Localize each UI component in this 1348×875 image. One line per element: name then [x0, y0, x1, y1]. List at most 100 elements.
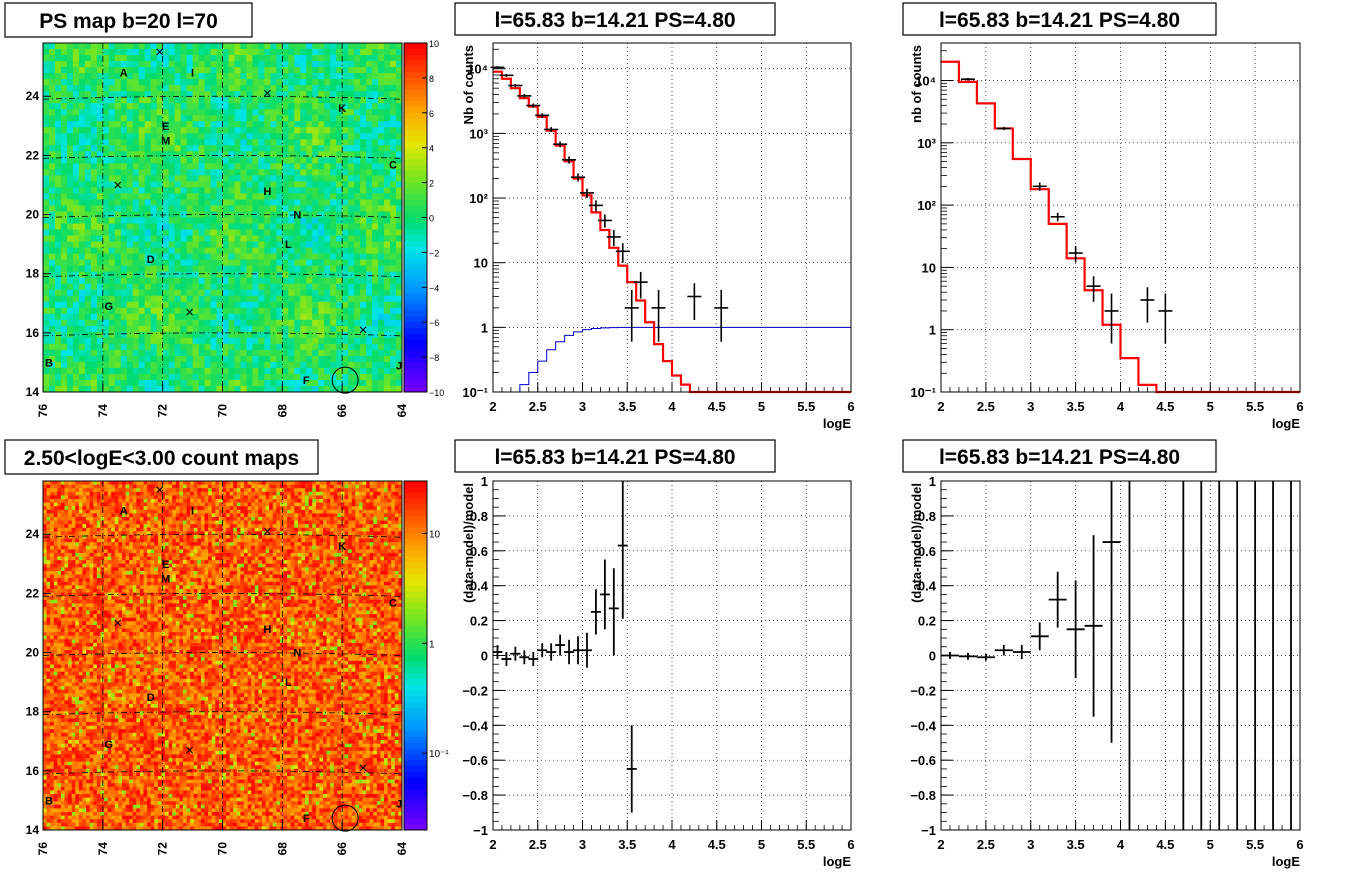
data-point	[626, 725, 637, 813]
data-point	[606, 230, 621, 247]
data-point	[553, 141, 568, 148]
source-cross	[114, 619, 122, 627]
plot-panel: 2 2.5 3 3.5 4 4.5 5 5.5 6 logE nb of counts 10⁻¹ 1 10…	[909, 42, 1304, 431]
x-tick-label: 4	[1117, 837, 1125, 852]
panel-title-box: l=65.83 b=14.21 PS=4.80	[902, 439, 1217, 473]
x-tick-label: 5.5	[1246, 837, 1264, 852]
colorbar-tick-label: −10	[429, 388, 444, 398]
data-point	[1104, 293, 1119, 344]
x-tick-label: 5	[1207, 399, 1214, 414]
source-label: N	[293, 210, 301, 222]
x-tick-label: 5	[758, 837, 765, 852]
x-tick-label: 70	[216, 404, 230, 418]
data-point	[996, 126, 1011, 131]
x-tick-label: 4	[668, 399, 676, 414]
data-point	[581, 632, 592, 668]
data-point	[1140, 287, 1155, 323]
plot-frame	[492, 42, 852, 393]
x-tick-label: 3	[1027, 837, 1034, 852]
y-tick-label: 10⁴	[467, 62, 488, 77]
source-cross	[156, 48, 164, 56]
data-point	[608, 568, 619, 656]
data-points	[940, 481, 1292, 830]
y-axis-label: (data-model)/model	[461, 483, 476, 603]
title-frame	[454, 439, 776, 473]
data-point	[624, 289, 639, 342]
y-tick-label: 10	[922, 260, 936, 275]
panel-title: PS map b=20 l=70	[39, 10, 218, 33]
x-tick-label: 2	[489, 399, 496, 414]
data-point	[599, 559, 610, 630]
colorbar-frame	[403, 480, 428, 831]
data-points	[960, 77, 1173, 344]
data-point	[1030, 622, 1049, 651]
x-tick-label: 5.5	[1246, 399, 1264, 414]
data-point	[1032, 182, 1047, 191]
x-tick-label: 5	[1207, 837, 1214, 852]
panel-title: l=65.83 b=14.21 PS=4.80	[939, 446, 1180, 469]
y-tick-label: 18	[26, 267, 40, 281]
colorbar-tick-label: 1	[429, 639, 435, 650]
data-point	[526, 103, 541, 108]
data-point	[633, 271, 648, 299]
source-label: L	[285, 677, 292, 689]
data-point	[1012, 645, 1031, 659]
y-tick-label: −0.6	[462, 753, 488, 768]
x-tick-label: 3.5	[1067, 399, 1085, 414]
panel-title-box: l=65.83 b=14.21 PS=4.80	[902, 2, 1217, 36]
x-tick-label: 74	[96, 404, 110, 418]
data-point	[510, 646, 521, 661]
data-point	[544, 127, 559, 133]
source-label: E	[162, 121, 169, 133]
colorbar-tick-label: 10	[429, 39, 439, 49]
plot-area	[493, 43, 851, 392]
data-point	[564, 639, 575, 665]
panel-title: l=65.83 b=14.21 PS=4.80	[494, 9, 735, 32]
data-point	[492, 645, 503, 659]
y-tick-label: 0.6	[918, 544, 936, 559]
panel-title-box: l=65.83 b=14.21 PS=4.80	[454, 2, 776, 36]
data-point	[1048, 571, 1067, 628]
x-tick-label: 4	[668, 837, 676, 852]
y-axis-label: nb of counts	[909, 45, 924, 123]
x-tick-label: 6	[847, 399, 854, 414]
data-point	[546, 643, 557, 661]
data-point	[1066, 580, 1085, 679]
y-tick-label: 10⁻¹	[910, 385, 936, 400]
x-tick-label: 64	[395, 404, 409, 418]
title-frame	[454, 2, 776, 36]
y-tick-label: 10⁻¹	[462, 385, 488, 400]
y-tick-label: 16	[26, 764, 40, 778]
target-circle	[331, 804, 359, 832]
source-label: D	[147, 254, 155, 266]
plot-area	[941, 481, 1300, 830]
data-point	[519, 650, 530, 665]
data-point	[960, 77, 975, 81]
source-label: M	[161, 136, 170, 148]
data-point	[571, 173, 586, 182]
y-tick-label: 0.8	[918, 509, 936, 524]
x-tick-label: 64	[395, 842, 409, 856]
x-axis-label: logE	[823, 416, 851, 431]
data-point	[994, 645, 1013, 656]
y-tick-label: −0.2	[910, 683, 936, 698]
data-point	[499, 73, 514, 77]
data-points	[490, 66, 729, 342]
x-tick-label: 2.5	[529, 837, 547, 852]
y-tick-label: 0	[481, 649, 488, 664]
x-tick-label: 5.5	[797, 399, 815, 414]
colorbar-tick-label: 2	[429, 179, 434, 189]
data-point	[501, 652, 512, 666]
model-step-curve	[493, 70, 851, 394]
data-point	[555, 634, 566, 656]
data-points	[492, 481, 637, 813]
source-label: C	[389, 159, 397, 171]
colorbar-tick-label: 0	[429, 214, 434, 224]
y-tick-label: −0.4	[462, 718, 488, 733]
y-tick-label: −0.4	[910, 718, 936, 733]
source-label: C	[389, 597, 397, 609]
data-point	[588, 200, 603, 212]
heatmap-cells	[43, 43, 403, 393]
